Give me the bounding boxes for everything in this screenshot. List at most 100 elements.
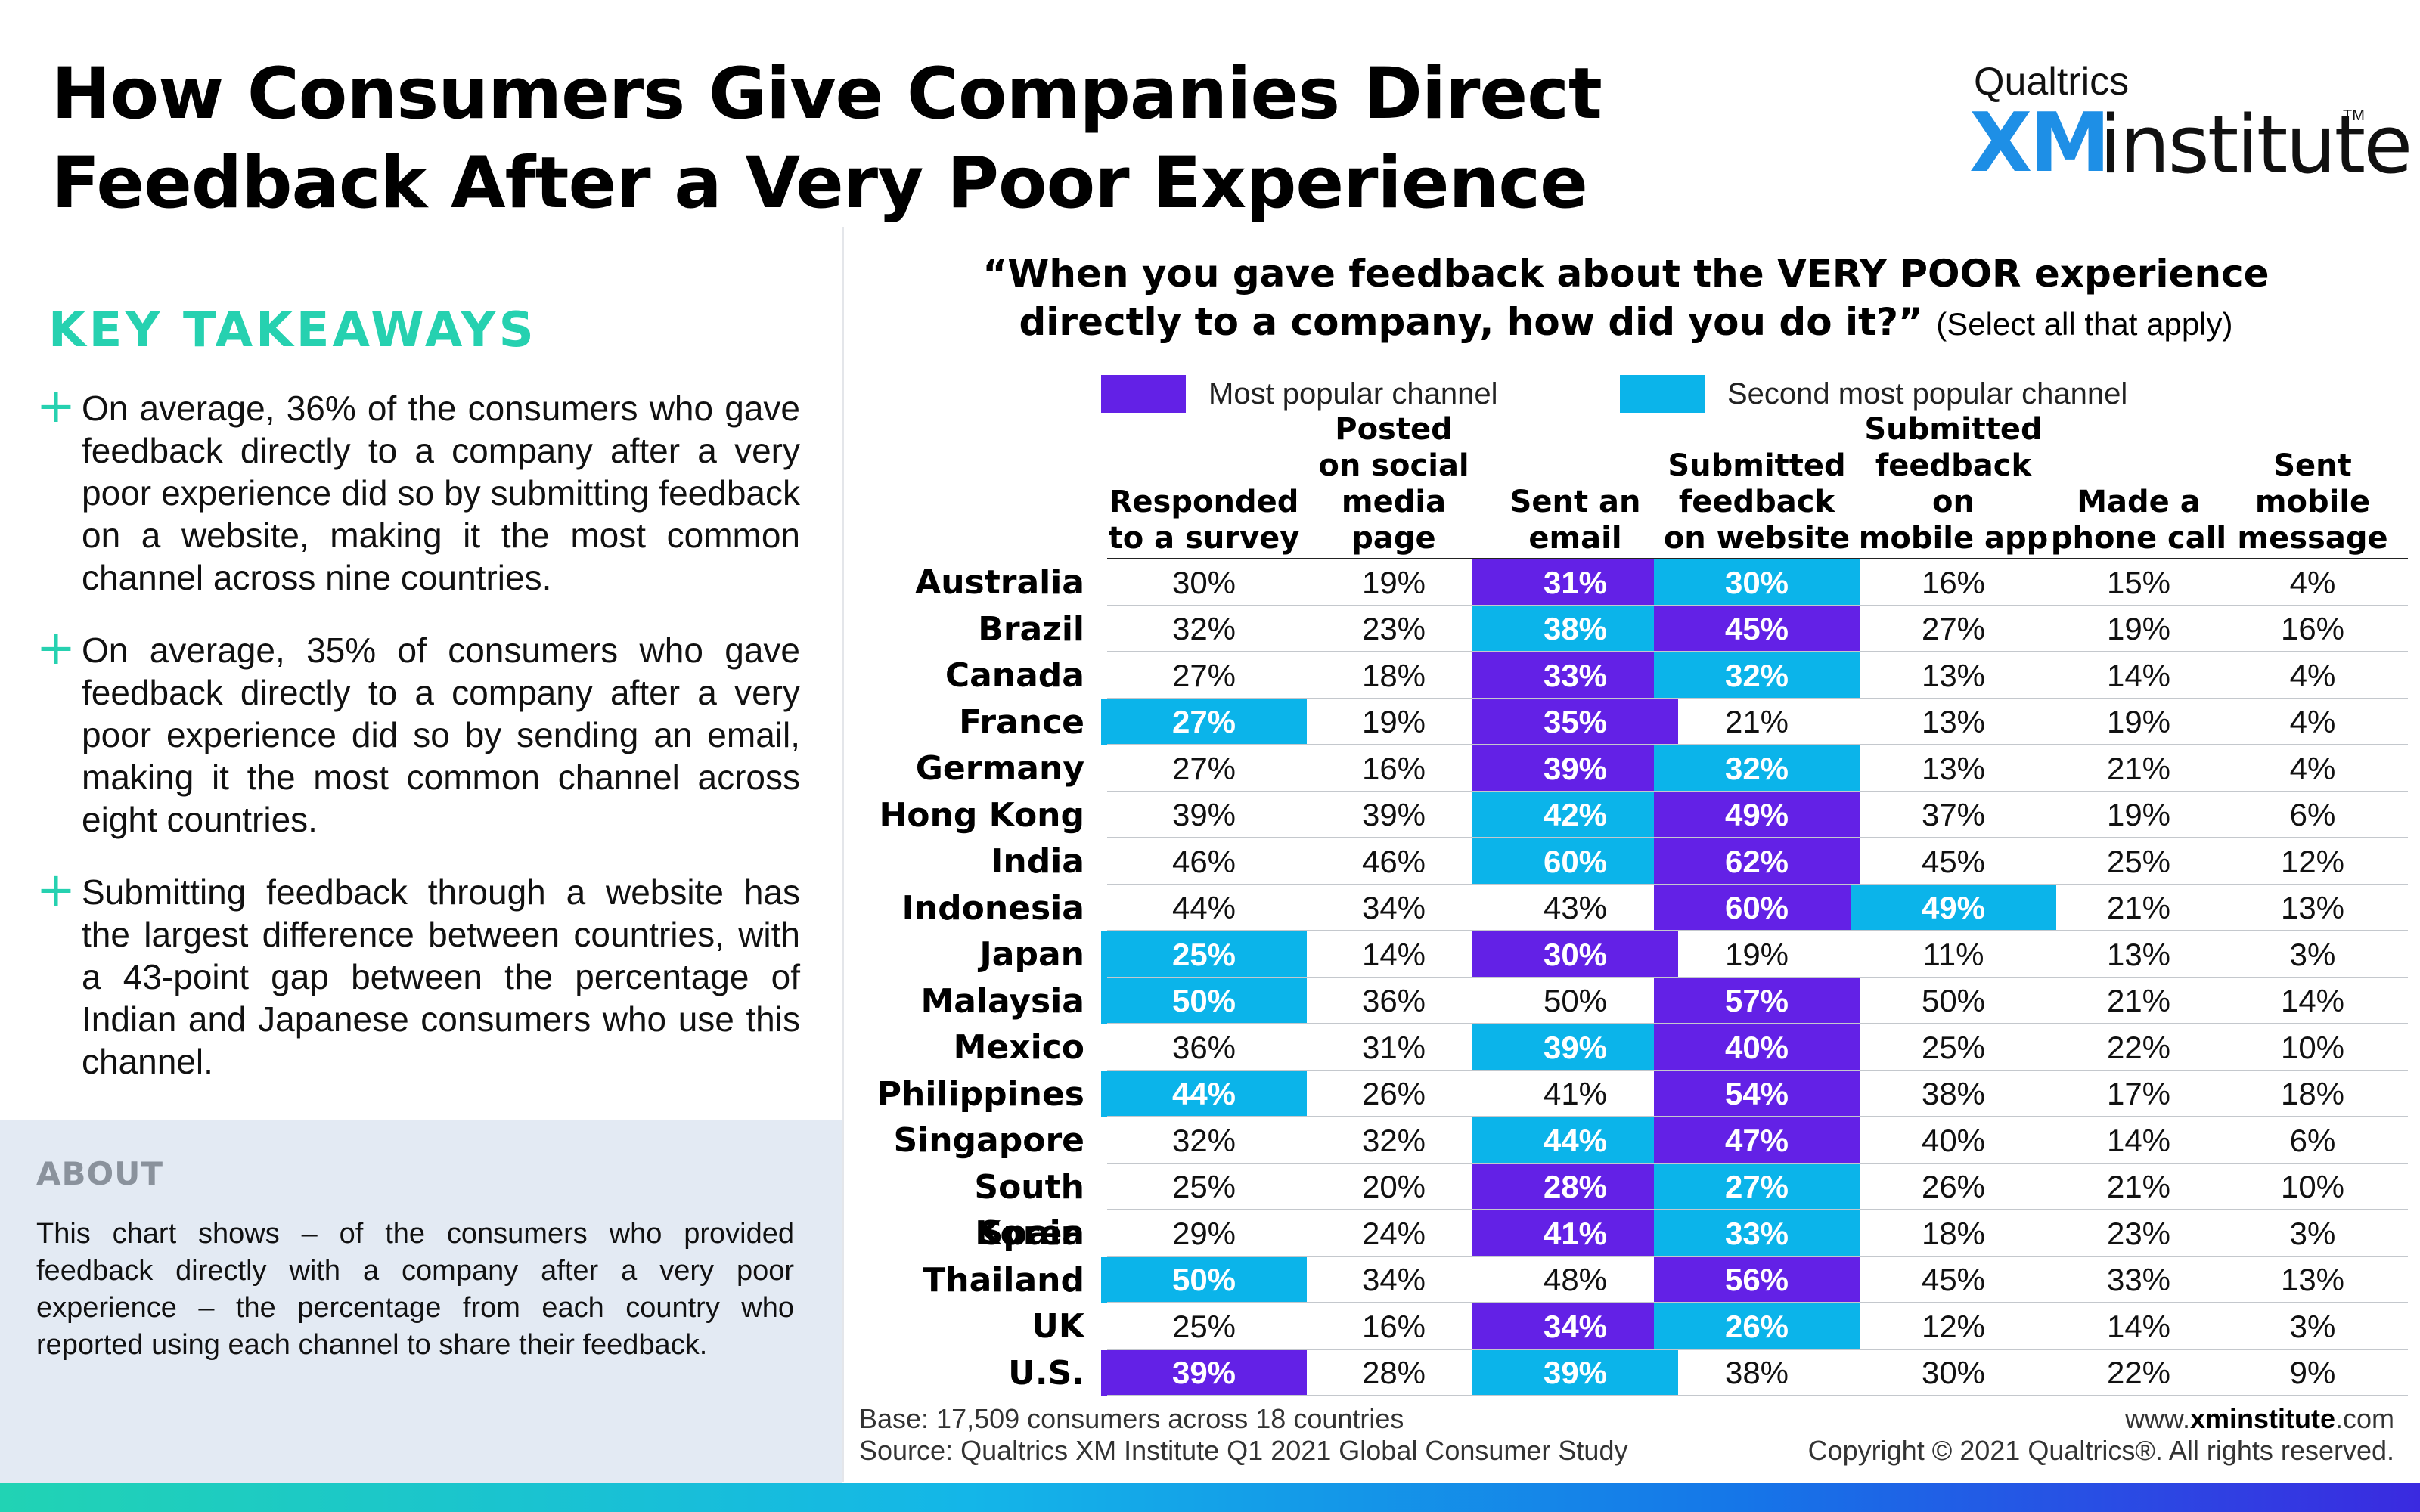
cell-second-popular: 27% bbox=[1654, 1163, 1860, 1210]
table-row: Canada 27% 18% 33% 32% 13% 14% 4% bbox=[862, 652, 2409, 699]
row-divider bbox=[1107, 744, 2408, 745]
table-cell: 6% bbox=[2289, 1122, 2336, 1158]
country-label: South Korea bbox=[974, 1167, 1084, 1253]
cell-second-popular: 39% bbox=[1472, 1024, 1678, 1071]
cell-most-popular: 30% bbox=[1472, 931, 1678, 978]
table-cell: 27% bbox=[1171, 750, 1236, 786]
table-cell: 30% bbox=[1171, 564, 1236, 600]
row-divider bbox=[1107, 697, 2408, 699]
cell-second-popular: 33% bbox=[1654, 1210, 1860, 1257]
country-label: Hong Kong bbox=[879, 795, 1084, 835]
country-label: Australia bbox=[915, 563, 1084, 602]
row-divider bbox=[1107, 1162, 2408, 1164]
cell-second-popular: 32% bbox=[1654, 745, 1860, 792]
column-header: Sent an email bbox=[1509, 485, 1641, 556]
table-cell: 10% bbox=[2280, 1169, 2345, 1205]
table-cell: 45% bbox=[1921, 1262, 1986, 1298]
cell-most-popular: 57% bbox=[1654, 978, 1860, 1024]
table-cell: 38% bbox=[1724, 1355, 1789, 1391]
table-cell: 34% bbox=[1361, 1262, 1426, 1298]
cell-most-popular: 45% bbox=[1654, 606, 1860, 652]
table-row: UK 25% 16% 34% 26% 12% 14% 3% bbox=[862, 1303, 2409, 1350]
footnote-source: Base: 17,509 consumers across 18 countri… bbox=[859, 1403, 1627, 1467]
about-panel: ABOUT This chart shows – of the consumer… bbox=[0, 1120, 842, 1483]
about-heading: ABOUT bbox=[36, 1155, 163, 1192]
table-cell: 27% bbox=[1921, 611, 1986, 647]
country-label: Malaysia bbox=[920, 981, 1084, 1021]
column-header: Submitted feedback on website bbox=[1663, 448, 1851, 556]
table-cell: 14% bbox=[1361, 936, 1426, 972]
table-cell: 19% bbox=[1361, 704, 1426, 740]
table-row: South Korea 25% 20% 28% 27% 26% 21% 10% bbox=[862, 1163, 2409, 1253]
table-cell: 4% bbox=[2289, 657, 2336, 693]
row-divider bbox=[1107, 1302, 2408, 1303]
cell-second-popular: 39% bbox=[1472, 1349, 1678, 1396]
table-cell: 36% bbox=[1171, 1029, 1236, 1065]
table-cell: 21% bbox=[2106, 750, 2171, 786]
footnote-source-text: Source: Qualtrics XM Institute Q1 2021 G… bbox=[859, 1435, 1628, 1466]
table-cell: 26% bbox=[1921, 1169, 1986, 1205]
table-cell: 13% bbox=[1921, 657, 1986, 693]
table-cell: 16% bbox=[2280, 611, 2345, 647]
row-divider bbox=[1107, 1255, 2408, 1257]
table-cell: 20% bbox=[1361, 1169, 1426, 1205]
table-cell: 25% bbox=[1171, 1308, 1236, 1344]
question-line-2: directly to a company, how did you do it… bbox=[1019, 300, 1923, 344]
legend-swatch-second bbox=[1620, 375, 1705, 413]
table-cell: 4% bbox=[2289, 704, 2336, 740]
footnote-copyright: www.xminstitute.com Copyright © 2021 Qua… bbox=[1808, 1403, 2394, 1467]
table-cell: 15% bbox=[2106, 564, 2171, 600]
table-cell: 38% bbox=[1921, 1076, 1986, 1112]
table-row: U.S. 39% 28% 39% 38% 30% 22% 9% bbox=[862, 1349, 2409, 1396]
table-cell: 22% bbox=[2106, 1355, 2171, 1391]
cell-most-popular: 35% bbox=[1472, 699, 1678, 745]
table-cell: 23% bbox=[1361, 611, 1426, 647]
table-cell: 24% bbox=[1361, 1215, 1426, 1251]
table-cell: 22% bbox=[2106, 1029, 2171, 1065]
table-cell: 25% bbox=[2106, 843, 2171, 879]
plus-icon: + bbox=[36, 862, 76, 917]
row-divider bbox=[1107, 883, 2408, 885]
table-cell: 43% bbox=[1543, 890, 1608, 926]
table-cell: 32% bbox=[1171, 1122, 1236, 1158]
column-header: Submitted feedback on mobile app bbox=[1858, 412, 2049, 556]
cell-most-popular: 31% bbox=[1472, 559, 1678, 606]
cell-second-popular: 44% bbox=[1101, 1070, 1307, 1117]
logo-institute-text: institute bbox=[2099, 98, 2412, 191]
country-label: Brazil bbox=[978, 609, 1084, 649]
cell-second-popular: 30% bbox=[1654, 559, 1860, 606]
logo-qualtrics-text: Qualtrics bbox=[1974, 60, 2130, 104]
table-cell: 16% bbox=[1361, 1308, 1426, 1344]
table-cell: 6% bbox=[2289, 797, 2336, 833]
question-line-1: “When you gave feedback about the VERY P… bbox=[982, 252, 2270, 296]
table-cell: 19% bbox=[2106, 704, 2171, 740]
cell-second-popular: 25% bbox=[1101, 931, 1307, 978]
column-header: Posted on social media page bbox=[1318, 412, 1469, 556]
table-cell: 12% bbox=[1921, 1308, 1986, 1344]
table-header-rule bbox=[1107, 558, 2408, 559]
cell-second-popular: 44% bbox=[1472, 1117, 1678, 1164]
table-cell: 16% bbox=[1921, 564, 1986, 600]
table-cell: 13% bbox=[1921, 704, 1986, 740]
bottom-gradient-bar bbox=[0, 1483, 2420, 1512]
survey-question: “When you gave feedback about the VERY P… bbox=[870, 249, 2382, 349]
country-label: Thailand bbox=[923, 1260, 1084, 1300]
website-link[interactable]: www.xminstitute.com bbox=[2124, 1403, 2394, 1434]
table-cell: 45% bbox=[1921, 843, 1986, 879]
table-cell: 41% bbox=[1543, 1076, 1608, 1112]
table-cell: 19% bbox=[2106, 797, 2171, 833]
cell-most-popular: 40% bbox=[1654, 1024, 1860, 1071]
column-header: Made a phone call bbox=[2050, 485, 2227, 556]
table-cell: 21% bbox=[1724, 704, 1789, 740]
table-cell: 39% bbox=[1361, 797, 1426, 833]
copyright-text: Copyright © 2021 Qualtrics®. All rights … bbox=[1807, 1435, 2394, 1466]
table-row: Thailand 50% 34% 48% 56% 45% 33% 13% bbox=[862, 1256, 2409, 1303]
table-cell: 44% bbox=[1171, 890, 1236, 926]
plus-icon: + bbox=[36, 378, 76, 433]
legend-label-second: Second most popular channel bbox=[1727, 377, 2128, 411]
table-cell: 23% bbox=[2106, 1215, 2171, 1251]
table-cell: 32% bbox=[1361, 1122, 1426, 1158]
cell-second-popular: 60% bbox=[1472, 838, 1678, 885]
table-cell: 21% bbox=[2106, 1169, 2171, 1205]
country-label: U.S. bbox=[1008, 1353, 1084, 1393]
